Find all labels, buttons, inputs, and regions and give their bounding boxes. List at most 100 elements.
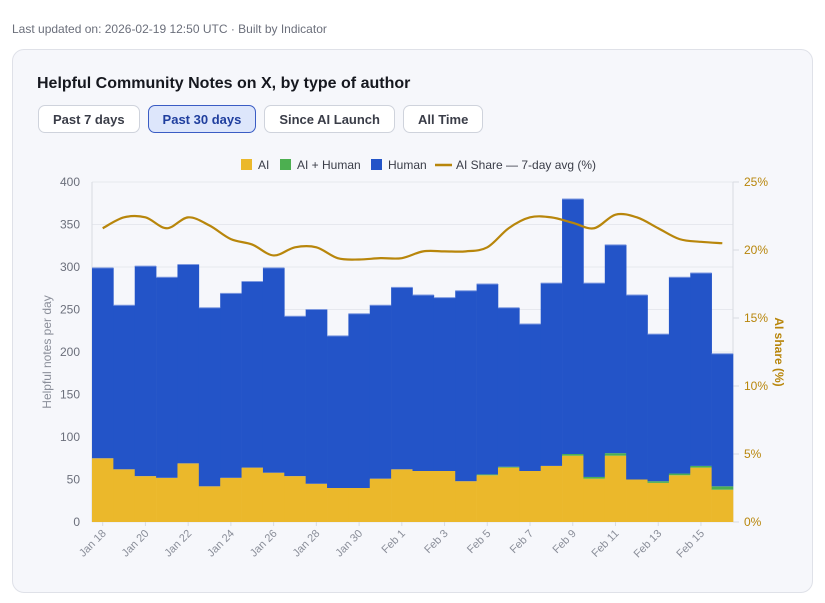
bar-human[interactable] (305, 309, 328, 484)
bar-ai[interactable] (497, 467, 520, 522)
y-tick-label: 200 (60, 345, 80, 359)
bar-human[interactable] (497, 307, 520, 467)
bar-human[interactable] (369, 305, 392, 479)
bar-ai[interactable] (455, 481, 477, 522)
legend-label-ai-share[interactable]: AI Share — 7-day avg (%) (456, 158, 596, 172)
x-tick-label: Feb 11 (589, 528, 621, 560)
bar-ai[interactable] (583, 478, 606, 522)
bar-human[interactable] (412, 295, 435, 471)
bar-human[interactable] (134, 266, 157, 477)
x-tick-label: Jan 26 (248, 528, 280, 560)
bar-human[interactable] (690, 272, 712, 466)
y-tick-label: 300 (60, 260, 80, 274)
x-tick-label: Feb 9 (550, 528, 578, 556)
bar-ai[interactable] (668, 475, 691, 522)
bar-ai-human[interactable] (711, 486, 734, 490)
bar-human[interactable] (562, 199, 584, 454)
bar-ai[interactable] (327, 488, 349, 522)
bar-human[interactable] (391, 287, 413, 470)
bar-ai-human[interactable] (604, 453, 627, 456)
bar-ai[interactable] (241, 467, 264, 522)
bar-human[interactable] (113, 305, 136, 470)
range-button-past-30-days[interactable]: Past 30 days (147, 105, 257, 133)
y-tick-label: 400 (60, 175, 80, 189)
bar-human[interactable] (604, 244, 627, 454)
bar-human[interactable] (519, 323, 541, 471)
bar-ai[interactable] (92, 458, 114, 522)
bar-ai[interactable] (690, 467, 712, 522)
legend-label-ai-human[interactable]: AI + Human (297, 158, 361, 172)
bar-human[interactable] (626, 295, 648, 480)
bar-human[interactable] (711, 353, 734, 487)
bar-human[interactable] (156, 277, 178, 478)
bar-human[interactable] (92, 267, 114, 459)
bar-ai-human[interactable] (690, 465, 712, 468)
legend-label-human[interactable]: Human (388, 158, 427, 172)
bar-ai[interactable] (284, 476, 306, 522)
x-axis: Jan 18 Jan 20 Jan 22 Jan 24 Jan 26 Jan 28 Jan … (77, 522, 707, 560)
ai-share-line-group (102, 212, 723, 261)
bar-human[interactable] (540, 283, 563, 466)
bar-human[interactable] (583, 283, 606, 477)
bar-human[interactable] (647, 334, 670, 482)
y2-tick-label: 15% (744, 311, 768, 325)
y2-tick-label: 20% (744, 243, 768, 257)
y-tick-label: 0 (73, 515, 80, 529)
bar-human[interactable] (177, 264, 200, 464)
bar-ai[interactable] (519, 471, 541, 522)
y2-axis-label: AI share (%) (772, 317, 786, 386)
bar-ai[interactable] (156, 477, 178, 522)
bar-ai[interactable] (305, 483, 328, 522)
legend-swatch-human (371, 159, 382, 170)
bar-human[interactable] (476, 284, 499, 475)
bar-ai-human[interactable] (647, 481, 670, 483)
chart-legend: AI AI + Human Human AI Share — 7-day avg… (241, 158, 596, 172)
bar-ai-human[interactable] (497, 466, 520, 468)
x-tick-label: Jan 28 (291, 528, 323, 560)
bar-ai[interactable] (198, 486, 221, 522)
bar-ai[interactable] (626, 479, 648, 523)
bar-ai[interactable] (604, 455, 627, 522)
bar-human[interactable] (241, 281, 264, 468)
y-tick-label: 250 (60, 303, 80, 317)
bar-ai[interactable] (220, 477, 242, 522)
bar-ai-human[interactable] (668, 473, 691, 476)
ai-share-line[interactable] (102, 212, 723, 261)
y-axis-label: Helpful notes per day (40, 295, 54, 408)
bar-ai[interactable] (647, 482, 670, 522)
range-button-all-time[interactable]: All Time (402, 105, 484, 133)
bar-human[interactable] (433, 297, 456, 471)
bar-ai[interactable] (262, 472, 285, 522)
range-button-since-ai-launch[interactable]: Since AI Launch (264, 105, 395, 133)
bar-human[interactable] (327, 335, 349, 488)
bar-ai-human[interactable] (476, 474, 499, 476)
bar-ai-human[interactable] (583, 476, 606, 479)
bar-ai[interactable] (711, 489, 734, 522)
bar-ai[interactable] (369, 478, 392, 522)
bar-human[interactable] (198, 307, 221, 487)
bar-ai[interactable] (177, 463, 200, 522)
bar-human[interactable] (220, 293, 242, 478)
bar-human[interactable] (262, 267, 285, 473)
bar-human[interactable] (284, 316, 306, 477)
bar-ai[interactable] (476, 475, 499, 522)
bar-ai-human[interactable] (562, 454, 584, 456)
bar-ai[interactable] (348, 488, 371, 522)
bar-human[interactable] (668, 277, 691, 474)
y-tick-label: 50 (67, 473, 81, 487)
bar-ai[interactable] (562, 455, 584, 522)
bar-ai[interactable] (134, 476, 157, 522)
x-tick-label: Jan 20 (120, 528, 152, 560)
bar-ai[interactable] (391, 469, 413, 522)
bar-ai[interactable] (433, 471, 456, 522)
bar-ai[interactable] (412, 471, 435, 522)
range-button-past-7-days[interactable]: Past 7 days (38, 105, 140, 133)
bar-ai[interactable] (540, 465, 563, 522)
y2-tick-label: 0% (744, 515, 762, 529)
bar-ai[interactable] (113, 469, 136, 522)
bar-human[interactable] (348, 313, 371, 488)
legend-label-ai[interactable]: AI (258, 158, 269, 172)
x-tick-label: Jan 30 (333, 528, 365, 560)
range-button-group: Past 7 days Past 30 days Since AI Launch… (38, 105, 484, 133)
bar-human[interactable] (455, 290, 477, 482)
